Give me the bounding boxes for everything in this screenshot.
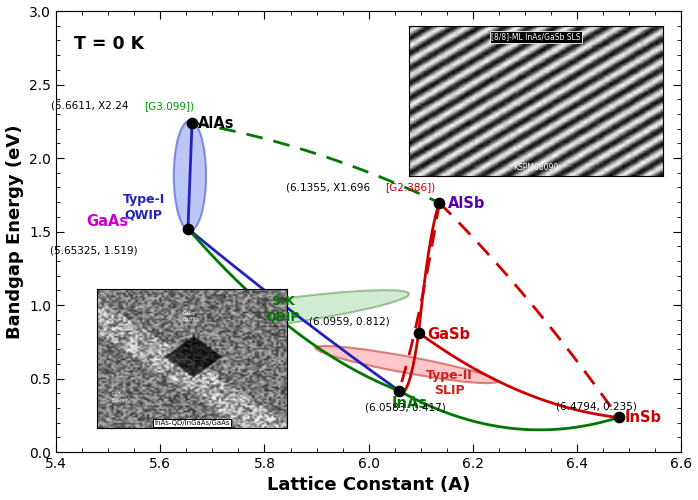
Text: (6.0959, 0.812): (6.0959, 0.812) [309, 316, 390, 326]
Text: Type-I
QWIP: Type-I QWIP [122, 194, 165, 222]
Text: (6.0583, 0.417): (6.0583, 0.417) [365, 402, 446, 412]
Text: [G2.386]): [G2.386]) [385, 182, 436, 192]
Text: InAs: InAs [392, 396, 427, 411]
Text: [G3.099]): [G3.099]) [144, 101, 194, 111]
Point [433, 198, 445, 206]
Text: Type-II
SLIP: Type-II SLIP [426, 369, 473, 397]
Text: (6.4794, 0.235): (6.4794, 0.235) [556, 402, 637, 411]
Text: (5.65325, 1.519): (5.65325, 1.519) [50, 246, 138, 256]
Text: T = 0 K: T = 0 K [74, 36, 144, 54]
Ellipse shape [174, 120, 206, 231]
Ellipse shape [131, 290, 409, 336]
Point [613, 414, 624, 422]
Text: (5.6611, X2.24: (5.6611, X2.24 [52, 101, 129, 111]
Text: AlAs: AlAs [198, 116, 235, 131]
Text: GaAs: GaAs [87, 214, 128, 229]
Point [413, 328, 424, 336]
Point [394, 386, 405, 394]
Y-axis label: Bandgap Energy (eV): Bandgap Energy (eV) [6, 124, 24, 339]
Text: (6.1355, X1.696: (6.1355, X1.696 [285, 182, 370, 192]
Text: AlSb: AlSb [447, 196, 485, 211]
Text: S-K
QDIP: S-K QDIP [265, 296, 300, 324]
Point [186, 119, 198, 127]
X-axis label: Lattice Constant (A): Lattice Constant (A) [267, 476, 470, 494]
Point [182, 224, 193, 232]
Text: InSb: InSb [625, 410, 662, 425]
Text: GaSb: GaSb [427, 326, 470, 342]
Ellipse shape [315, 346, 497, 383]
